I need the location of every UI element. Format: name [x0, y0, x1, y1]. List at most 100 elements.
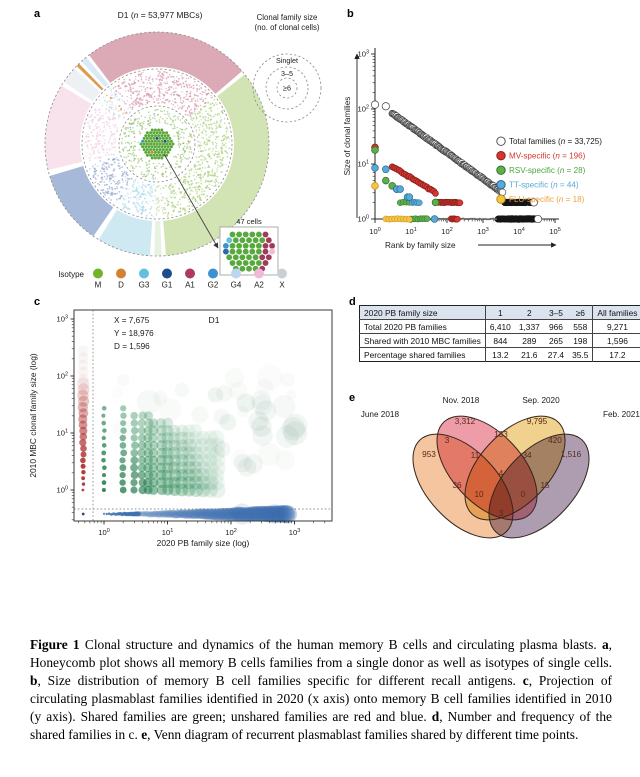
data-point	[207, 101, 210, 104]
data-point	[116, 183, 119, 185]
data-point	[141, 159, 144, 162]
data-point	[129, 88, 132, 91]
data-point	[101, 176, 104, 179]
data-point	[183, 137, 185, 139]
data-point	[134, 205, 137, 208]
data-point	[177, 104, 179, 107]
data-point	[145, 511, 152, 518]
data-point	[177, 166, 180, 168]
data-point	[113, 168, 116, 170]
data-point	[117, 159, 120, 162]
data-point	[261, 505, 278, 522]
data-point	[112, 179, 115, 182]
data-point	[138, 105, 141, 108]
data-point	[168, 113, 171, 115]
data-point	[183, 509, 193, 519]
data-point	[134, 178, 137, 181]
data-point	[280, 372, 295, 388]
data-point	[212, 168, 214, 170]
data-point	[173, 156, 175, 158]
data-point	[202, 175, 204, 178]
panel-label-a: a	[34, 8, 41, 20]
data-point	[108, 111, 111, 113]
data-point	[99, 102, 101, 104]
data-point	[136, 210, 139, 212]
data-point	[182, 82, 185, 84]
data-point	[96, 149, 99, 152]
data-point	[211, 150, 213, 153]
data-point	[204, 91, 206, 93]
data-point	[265, 236, 273, 244]
data-point	[202, 122, 205, 125]
legend-label: TT-specific (n = 44)	[509, 181, 579, 190]
data-point	[155, 477, 167, 488]
data-point	[204, 172, 207, 175]
annotation-line: X = 7,675	[114, 316, 150, 325]
data-point	[274, 505, 292, 523]
data-point	[77, 345, 89, 357]
data-point	[170, 93, 173, 96]
data-point	[142, 148, 146, 152]
data-point	[149, 148, 153, 152]
data-point	[179, 99, 182, 101]
data-point	[163, 82, 165, 84]
data-point	[168, 476, 181, 489]
data-point	[183, 438, 197, 453]
isotype-sector-G4	[81, 57, 109, 88]
data-point	[134, 81, 137, 84]
data-point	[118, 179, 120, 182]
data-point	[136, 390, 161, 415]
data-point	[182, 461, 197, 475]
data-point	[195, 186, 198, 188]
data-point	[162, 97, 164, 99]
data-point	[149, 142, 153, 146]
y-axis-title: 2010 MBC clonal family size (log)	[28, 353, 38, 477]
data-point	[146, 183, 148, 186]
data-point	[203, 105, 206, 108]
data-point	[208, 183, 210, 186]
data-point	[251, 505, 267, 522]
data-point	[110, 107, 112, 110]
data-point	[269, 505, 287, 523]
data-point	[134, 140, 136, 143]
tspan: 0	[65, 485, 68, 491]
data-point	[159, 188, 161, 190]
data-point	[208, 136, 211, 139]
data-point	[180, 87, 182, 89]
data-point	[121, 112, 124, 115]
data-point	[255, 259, 263, 267]
data-point	[182, 147, 185, 150]
series-FLU-specific	[371, 182, 413, 223]
data-point	[119, 472, 126, 479]
data-point	[172, 88, 175, 90]
data-point	[162, 186, 165, 189]
data-point	[144, 90, 146, 93]
data-point	[113, 193, 116, 195]
data-point	[155, 148, 159, 152]
data-point	[125, 195, 127, 197]
data-point	[194, 121, 196, 123]
data-point	[114, 107, 117, 110]
data-point	[93, 167, 96, 171]
data-point	[188, 423, 203, 438]
data-point	[151, 190, 153, 193]
data-point	[165, 148, 169, 152]
data-point	[153, 390, 168, 406]
data-point	[103, 139, 106, 141]
venn-count: 15	[540, 481, 550, 490]
data-point	[242, 248, 249, 255]
data-point	[207, 171, 209, 174]
data-point	[141, 139, 145, 143]
data-point	[251, 390, 272, 411]
data-point	[221, 151, 223, 153]
data-point	[101, 166, 103, 168]
data-point	[209, 118, 212, 121]
data-point	[158, 119, 161, 121]
data-point	[197, 134, 201, 137]
data-point	[124, 205, 127, 208]
data-point	[200, 178, 202, 180]
tspan: = 53,977 MBCs)	[138, 10, 202, 20]
data-point	[196, 430, 211, 446]
data-point	[276, 504, 295, 524]
data-point	[163, 110, 166, 112]
